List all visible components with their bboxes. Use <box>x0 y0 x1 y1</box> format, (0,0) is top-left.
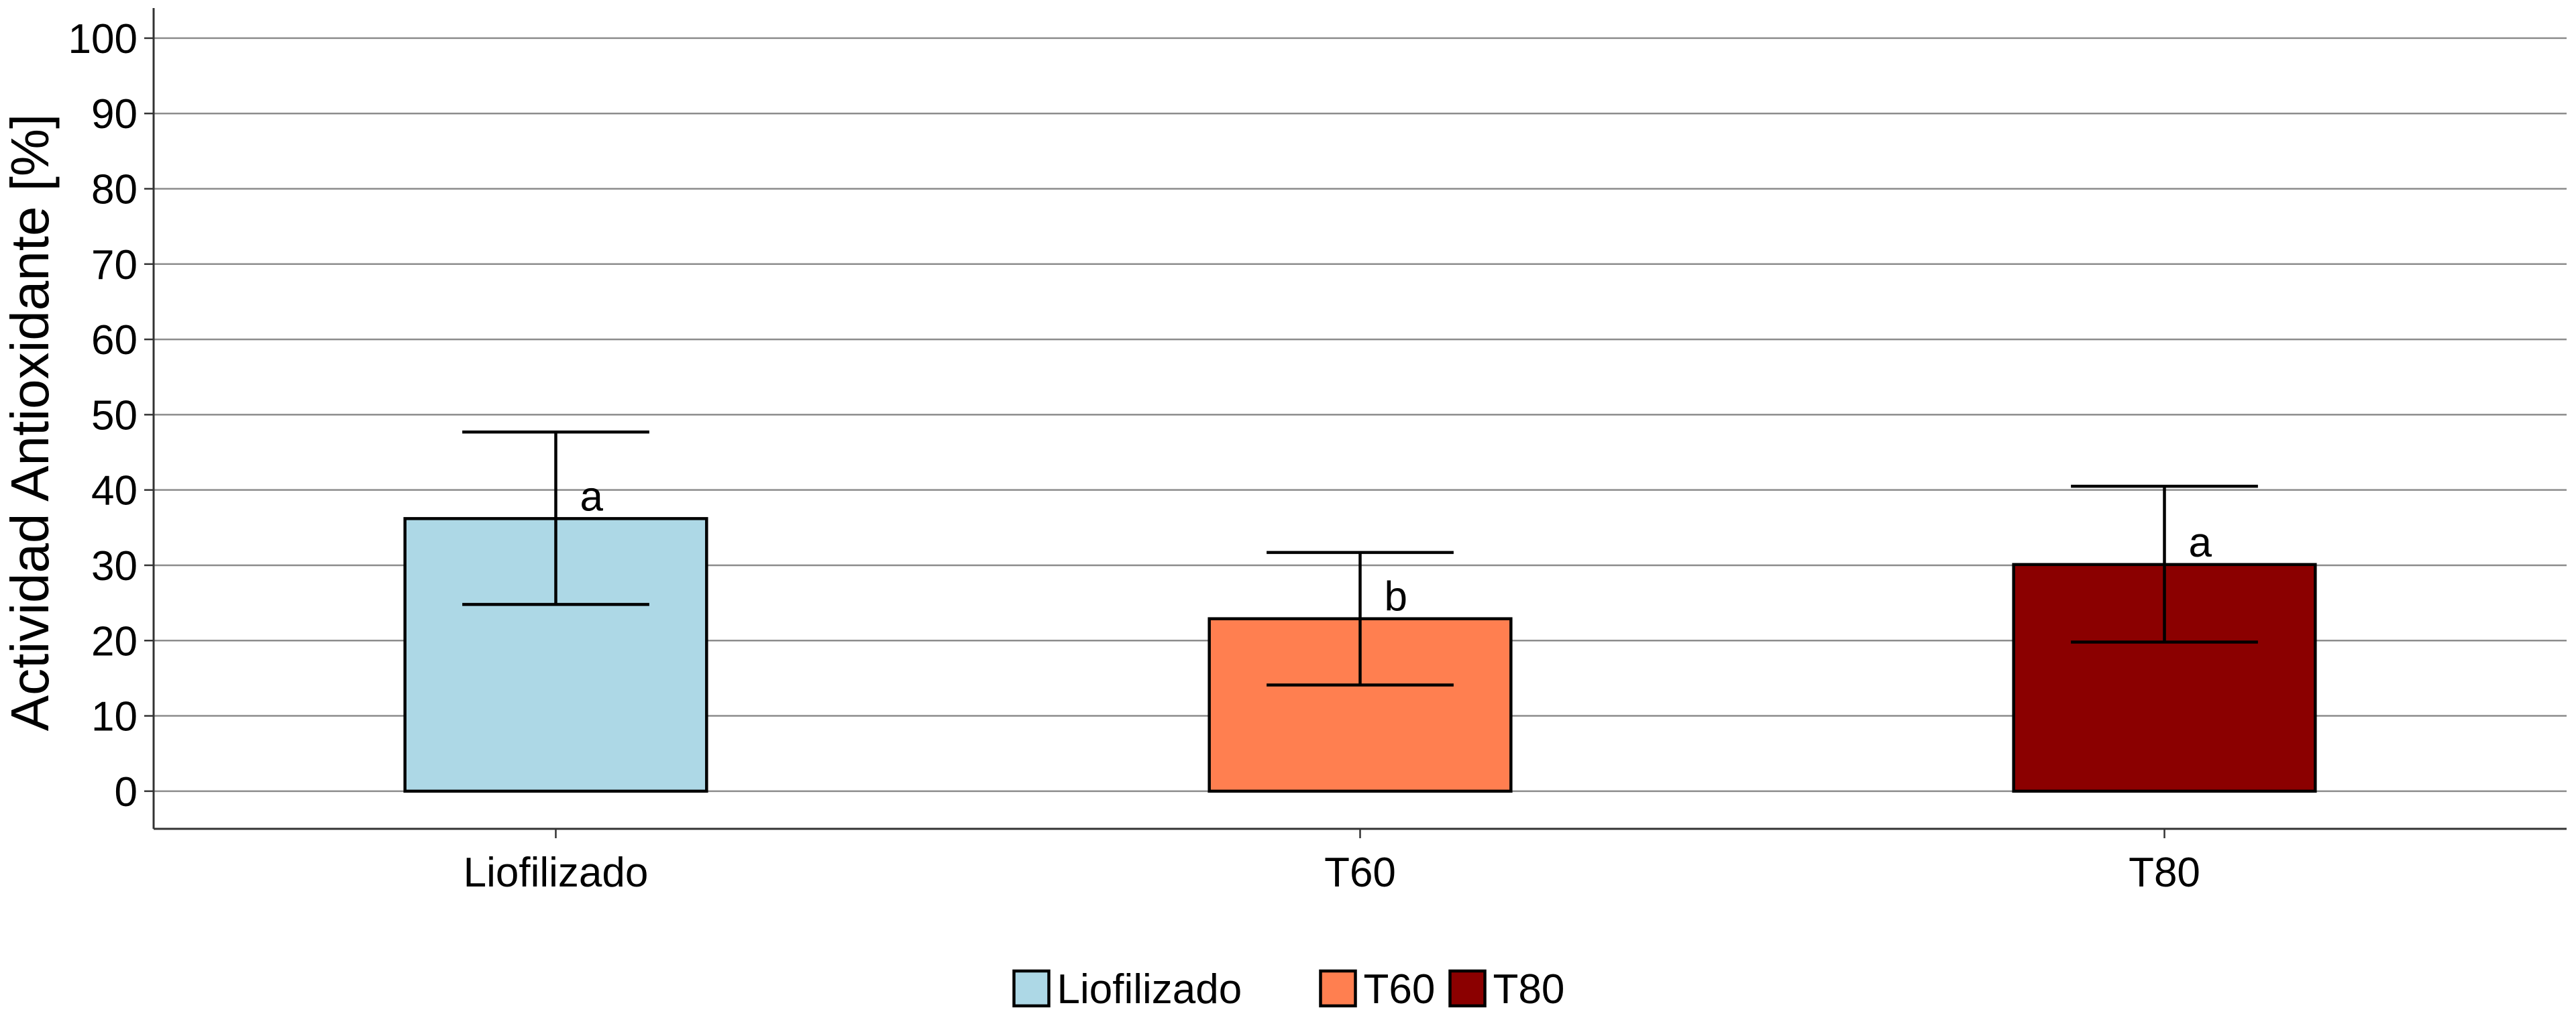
y-tick-label: 50 <box>91 392 138 439</box>
error-bars <box>462 430 2258 687</box>
y-tick-label: 20 <box>91 618 138 665</box>
legend: Liofilizado T60 T80 <box>1012 966 1565 1013</box>
y-axis-title: Actividad Antioxidante [%] <box>0 114 60 732</box>
significance-label: a <box>580 473 604 520</box>
legend-label: Liofilizado <box>1057 966 1242 1013</box>
y-tick-label: 40 <box>91 468 138 514</box>
y-tick-label: 90 <box>91 91 138 137</box>
x-tick-label: Liofilizado <box>464 850 649 896</box>
y-tick-label: 80 <box>91 167 138 213</box>
legend-key-t60 <box>1319 969 1357 1008</box>
significance-labels: a b a <box>580 473 2212 620</box>
y-tick-label: 10 <box>91 694 138 740</box>
x-tick-label: T60 <box>1324 850 1396 896</box>
legend-key-t80 <box>1448 969 1487 1008</box>
significance-label: b <box>1385 574 1407 620</box>
y-tick-label: 70 <box>91 242 138 288</box>
y-tick-label: 100 <box>68 16 138 62</box>
y-tick-labels: 0 10 20 30 40 50 60 70 80 90 100 <box>68 16 154 815</box>
significance-label: a <box>2189 520 2212 566</box>
y-tick-label: 0 <box>115 769 138 815</box>
y-tick-label: 30 <box>91 543 138 589</box>
x-tick-label: T80 <box>2129 850 2200 896</box>
legend-label: T80 <box>1493 966 1565 1013</box>
y-tick-label: 60 <box>91 317 138 363</box>
legend-label: T60 <box>1364 966 1436 1013</box>
x-tick-labels: Liofilizado T60 T80 <box>464 829 2200 896</box>
legend-key-liofilizado <box>1012 969 1051 1008</box>
